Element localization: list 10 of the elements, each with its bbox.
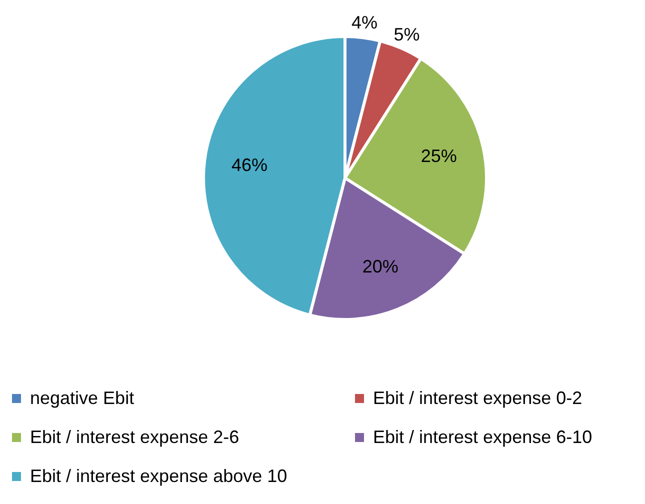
legend-label: Ebit / interest expense 6-10	[373, 427, 592, 448]
data-label: 25%	[420, 146, 457, 166]
data-label: 5%	[394, 24, 420, 44]
legend-label: negative Ebit	[30, 388, 134, 409]
data-label: 4%	[351, 12, 378, 33]
legend-label: Ebit / interest expense 2-6	[30, 427, 240, 448]
legend-label: Ebit / interest expense 0-2	[373, 388, 582, 409]
data-label: 20%	[362, 256, 398, 276]
legend-label: Ebit / interest expense above 10	[30, 466, 288, 487]
data-label: 46%	[232, 154, 268, 175]
